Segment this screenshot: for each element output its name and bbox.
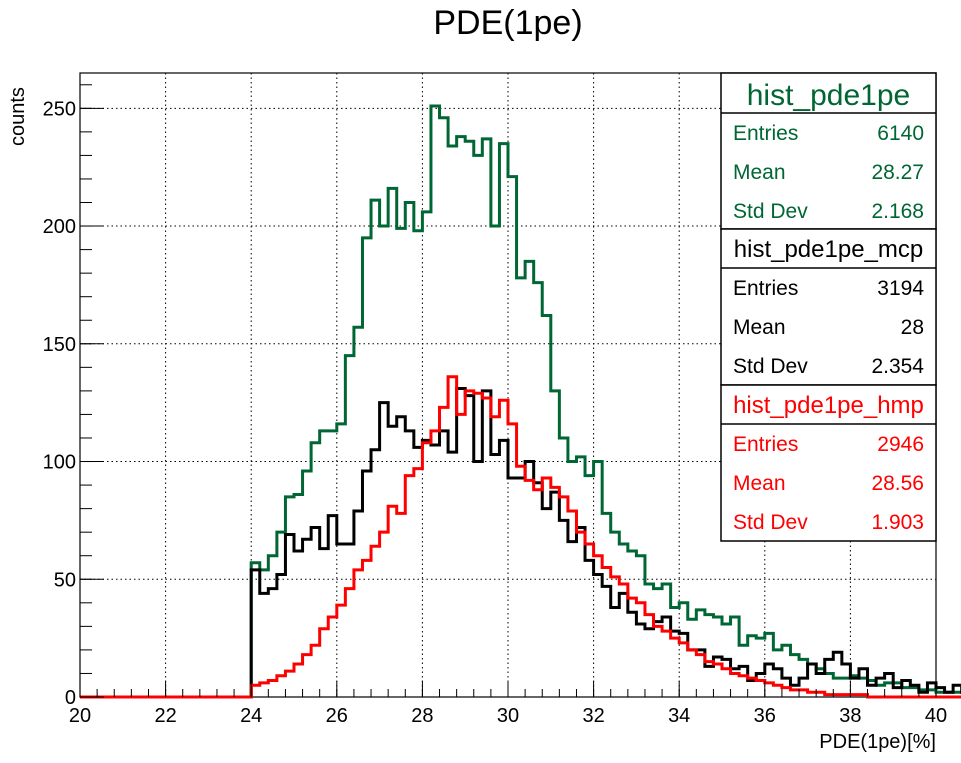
stats-box-frame: [720, 72, 937, 230]
x-tick-label: 36: [754, 705, 776, 727]
y-axis-label: counts: [7, 87, 29, 146]
stats-value: 2.354: [871, 355, 924, 378]
stats-box-hist_pde1pe: hist_pde1pe Entries 6140 Mean 28.27 Std Dev 2.…: [720, 72, 937, 230]
stats-value: 28: [901, 316, 924, 339]
stats-box-hist_pde1pe_hmp: hist_pde1pe_hmp Entries 2946 Mean 28.56 Std D…: [720, 384, 937, 542]
y-tick-label: 50: [54, 569, 76, 591]
stats-value: 2946: [877, 433, 924, 456]
series-hist_pde1pe_mcp: [80, 387, 961, 699]
y-tick-label: 150: [43, 334, 76, 356]
stats-label: Std Dev: [733, 511, 808, 534]
y-tick-label: 100: [43, 452, 76, 474]
axes: 20 22 24 26 28 30 32 34 36 38 40 0 50 100 150 200 250: [43, 84, 947, 727]
stats-value: 28.27: [871, 161, 924, 184]
stats-label: Std Dev: [733, 355, 808, 378]
x-tick-label: 40: [925, 705, 947, 727]
stats-value: 1.903: [871, 511, 924, 534]
x-tick-label: 20: [69, 705, 91, 727]
stats-boxes: hist_pde1pe Entries 6140 Mean 28.27 Std Dev 2.…: [720, 72, 937, 542]
stats-value: 2.168: [871, 200, 924, 223]
stats-label: Entries: [733, 433, 798, 456]
stats-label: Std Dev: [733, 200, 808, 223]
stats-value: 6140: [877, 122, 924, 145]
x-tick-label: 30: [497, 705, 519, 727]
stats-box-title: hist_pde1pe: [747, 79, 910, 112]
x-axis-label: PDE(1pe)[%]: [819, 731, 936, 753]
stats-label: Mean: [733, 161, 786, 184]
chart-title: PDE(1pe): [433, 4, 582, 42]
stats-value: 3194: [877, 277, 924, 300]
stats-label: Mean: [733, 316, 786, 339]
y-tick-label: 0: [65, 687, 76, 709]
stats-box-frame: [720, 384, 937, 542]
x-tick-label: 24: [240, 705, 262, 727]
y-tick-label: 250: [43, 98, 76, 120]
stats-box-hist_pde1pe_mcp: hist_pde1pe_mcp Entries 3194 Mean 28 Std Dev 2…: [720, 228, 937, 386]
stats-box-title: hist_pde1pe_mcp: [734, 236, 923, 263]
x-tick-label: 28: [411, 705, 433, 727]
x-tick-label: 38: [839, 705, 861, 727]
stats-label: Mean: [733, 472, 786, 495]
x-tick-label: 34: [668, 705, 690, 727]
stats-value: 28.56: [871, 472, 924, 495]
x-tick-label: 26: [326, 705, 348, 727]
y-tick-label: 200: [43, 216, 76, 238]
stats-box-title: hist_pde1pe_hmp: [733, 392, 924, 419]
stats-label: Entries: [733, 277, 798, 300]
x-tick-label: 22: [154, 705, 176, 727]
x-tick-label: 32: [582, 705, 604, 727]
stats-label: Entries: [733, 122, 798, 145]
